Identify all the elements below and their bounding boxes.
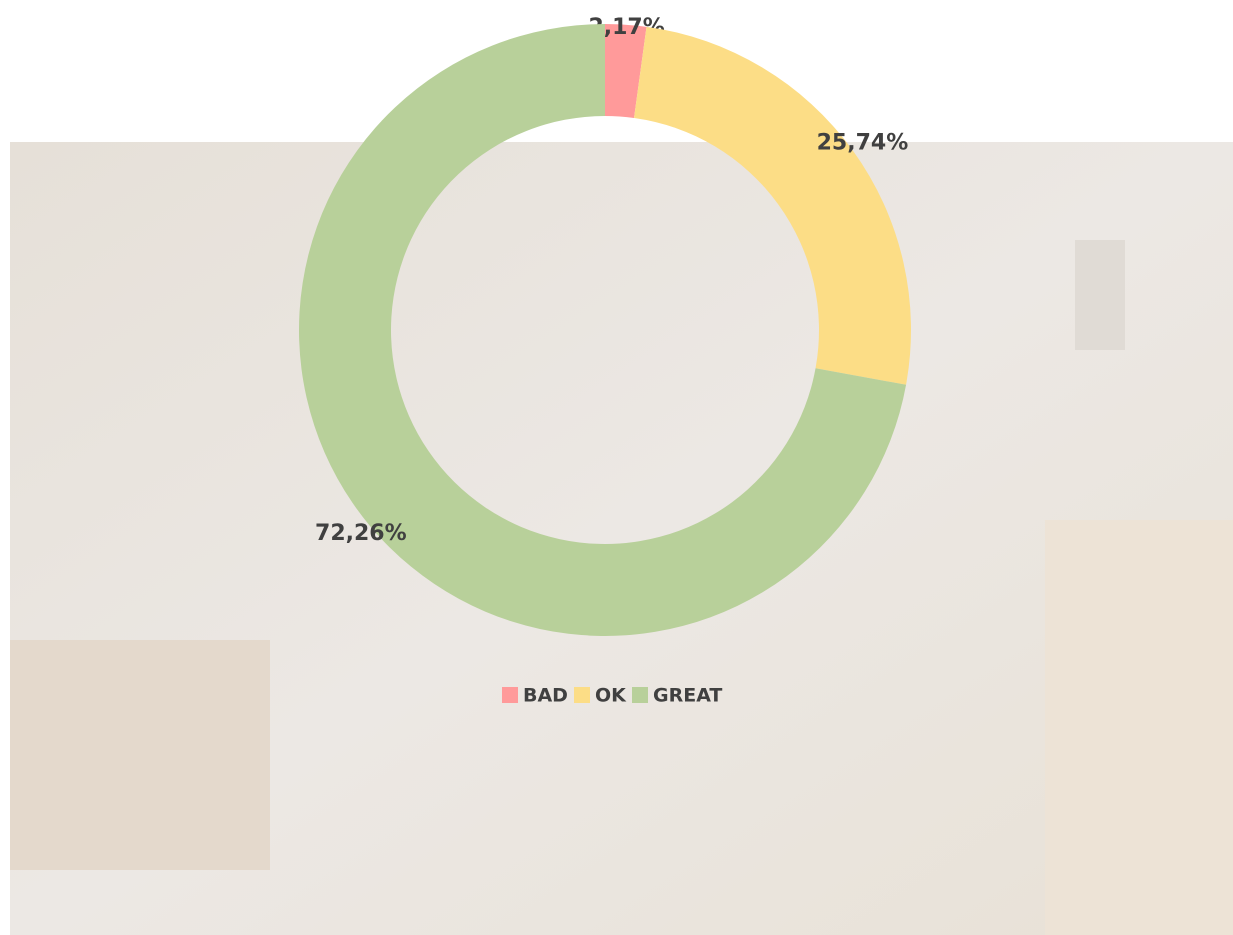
value-label: 72,26% [315, 521, 407, 546]
legend-label: GREAT [653, 685, 722, 707]
background-desk [10, 640, 270, 870]
value-label: 25,74% [817, 130, 909, 155]
legend-swatch [502, 687, 518, 703]
legend-swatch [574, 687, 590, 703]
background-frame [1075, 240, 1125, 350]
legend-label: OK [595, 685, 627, 707]
chart: 2,17%25,74%72,26%BADOKGREAT [0, 0, 1233, 935]
legend-swatch [632, 687, 648, 703]
background-counter [1045, 520, 1233, 935]
legend-label: BAD [523, 685, 568, 707]
